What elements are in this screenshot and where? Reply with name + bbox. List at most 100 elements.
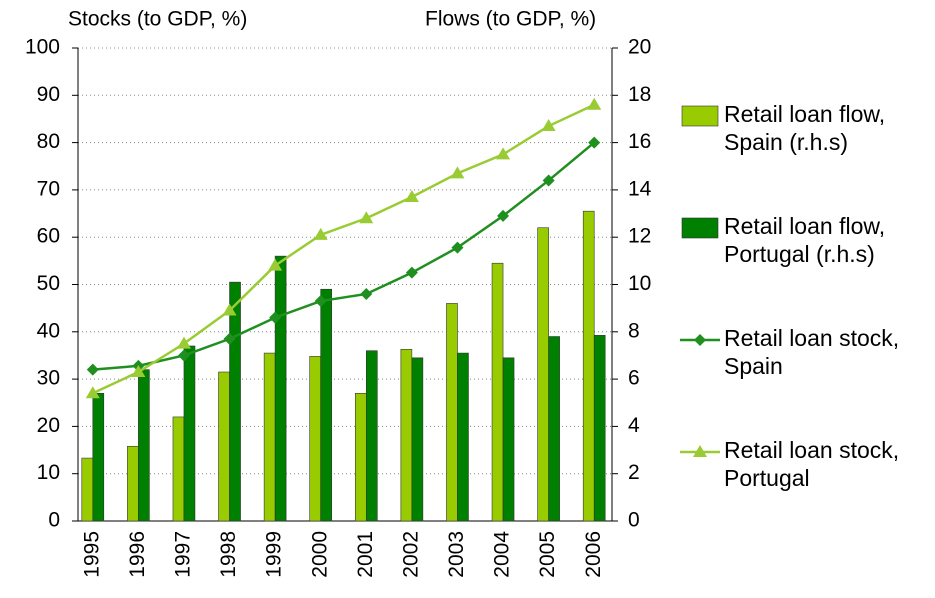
point [496, 147, 511, 160]
y2-tick-label: 12 [628, 225, 651, 248]
y2-tick-label: 10 [628, 272, 651, 295]
legend-item: Retail loan flow, Portugal (r.h.s) [680, 212, 930, 324]
x-tick-label: 1998 [217, 531, 240, 578]
y-tick-label: 40 [37, 319, 60, 342]
point [314, 295, 327, 308]
y-axis-title: Stocks (to GDP, %) [68, 8, 247, 31]
bar [172, 416, 185, 522]
point [542, 174, 555, 187]
point [360, 287, 373, 300]
point [587, 97, 602, 110]
y-tick-label: 10 [37, 461, 60, 484]
point [541, 119, 556, 132]
legend-label: Retail loan flow, Spain (r.h.s) [724, 101, 886, 155]
bar [457, 352, 469, 522]
legend-swatch [681, 105, 719, 127]
point [693, 445, 707, 457]
y-tick-label: 100 [25, 36, 60, 59]
x-tick-label: 2003 [445, 531, 468, 578]
legend-swatch [680, 334, 720, 346]
y-tick-label: 50 [37, 272, 60, 295]
bar [491, 262, 504, 522]
point [313, 227, 328, 240]
x-tick-label: 1999 [263, 531, 286, 578]
y2-tick-label: 14 [628, 177, 652, 200]
x-tick-label: 2002 [399, 531, 422, 578]
y-tick-label: 60 [37, 225, 60, 248]
point [405, 266, 418, 279]
bar [274, 255, 287, 522]
legend: Retail loan flow, Spain (r.h.s) Retail lo… [680, 100, 930, 548]
legend-label: Retail loan flow, Portugal (r.h.s) [724, 213, 886, 267]
point [588, 136, 601, 149]
legend-item: Retail loan stock, Spain [680, 324, 930, 436]
legend-box [681, 105, 719, 127]
line [92, 141, 596, 371]
y2-tick-label: 8 [628, 319, 640, 342]
line [92, 103, 595, 395]
bar [138, 369, 150, 522]
x-tick-label: 2001 [354, 531, 377, 578]
point [85, 386, 100, 399]
point [177, 349, 190, 362]
bar [537, 227, 549, 522]
point [497, 209, 510, 222]
bar [92, 392, 105, 522]
bar [127, 445, 139, 522]
point [404, 189, 419, 202]
bar [263, 352, 276, 522]
legend-item: Retail loan flow, Spain (r.h.s) [680, 100, 930, 212]
point [359, 211, 374, 224]
x-tick-label: 1997 [172, 531, 195, 578]
legend-swatch [681, 217, 719, 239]
y2-tick-label: 0 [628, 509, 640, 532]
point [269, 311, 282, 324]
bar [400, 349, 413, 522]
x-tick-label: 2005 [536, 531, 559, 578]
y2-tick-label: 18 [628, 83, 651, 106]
point [176, 336, 191, 349]
bar [81, 457, 94, 522]
bar [502, 357, 515, 522]
bar [320, 288, 333, 522]
legend-box [681, 217, 719, 239]
y2-axis-title: Flows (to GDP, %) [425, 8, 596, 31]
point [451, 241, 464, 254]
bar [354, 392, 367, 522]
point [268, 258, 283, 271]
y-tick-label: 30 [37, 367, 60, 390]
y-tick-label: 90 [37, 83, 60, 106]
y2-tick-label: 16 [628, 130, 651, 153]
legend-item: Retail loan stock, Portugal [680, 436, 930, 548]
bar [365, 350, 378, 522]
point [694, 334, 706, 346]
y-tick-label: 20 [37, 414, 60, 437]
bar [548, 336, 560, 522]
x-tick-label: 2000 [308, 531, 331, 578]
point [450, 166, 465, 179]
x-tick-label: 2004 [491, 531, 514, 578]
point [222, 303, 237, 316]
x-tick-label: 1995 [80, 531, 103, 578]
bar [411, 357, 424, 522]
bar [593, 335, 606, 522]
x-tick-label: 1996 [126, 531, 149, 578]
y-tick-label: 0 [48, 509, 60, 532]
point [86, 363, 99, 376]
y2-tick-label: 2 [628, 461, 640, 484]
y2-tick-label: 6 [628, 367, 640, 390]
x-tick-label: 2006 [582, 531, 605, 578]
point [223, 332, 236, 345]
y2-tick-label: 4 [628, 414, 640, 437]
legend-swatch [680, 445, 720, 457]
bar [229, 281, 241, 522]
bar [582, 210, 595, 522]
bar [309, 356, 322, 522]
legend-label: Retail loan stock, Portugal [724, 437, 900, 491]
y-tick-label: 80 [37, 130, 60, 153]
bar [446, 303, 458, 522]
bar [218, 371, 230, 522]
legend-label: Retail loan stock, Spain [724, 325, 900, 379]
